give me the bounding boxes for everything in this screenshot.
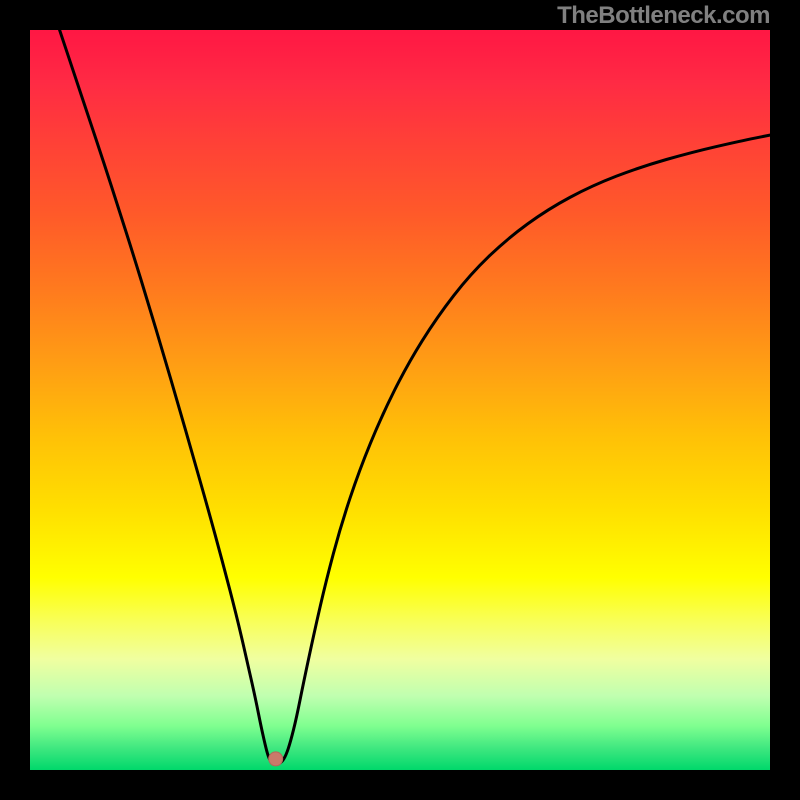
watermark-text: TheBottleneck.com [557, 2, 770, 30]
plot-background [30, 30, 770, 770]
plot-area [30, 30, 770, 770]
optimal-point-marker [269, 752, 283, 766]
chart-frame: TheBottleneck.com [0, 0, 800, 800]
chart-svg [30, 30, 770, 770]
